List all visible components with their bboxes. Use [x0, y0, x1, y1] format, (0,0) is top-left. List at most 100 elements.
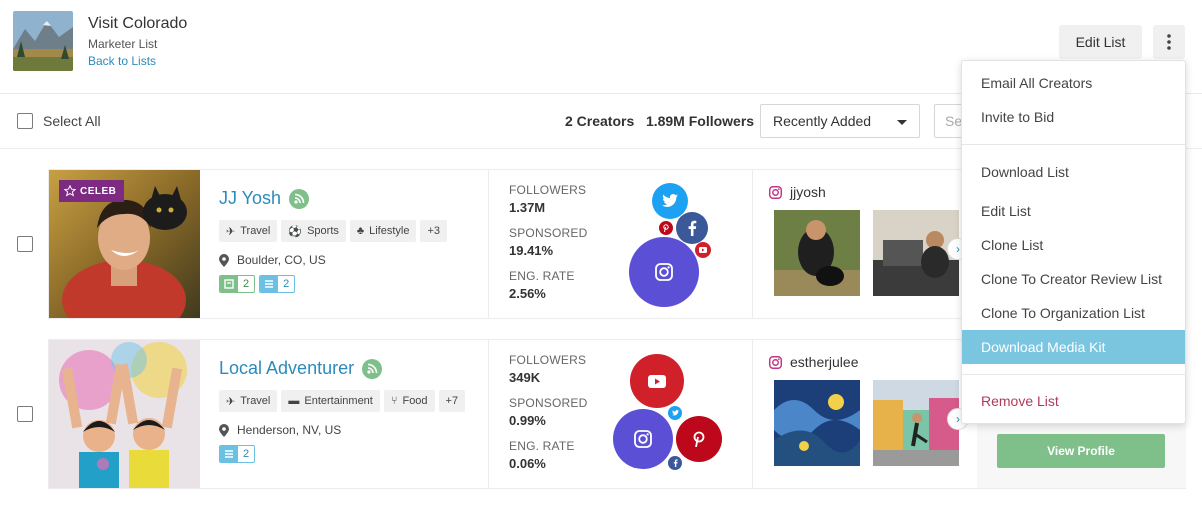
tag-lifestyle[interactable]: ♣ Lifestyle: [349, 220, 417, 242]
eng-rate-label: ENG. RATE: [509, 269, 575, 283]
star-icon: [64, 185, 76, 197]
select-all-checkbox[interactable]: [17, 113, 33, 129]
youtube-icon[interactable]: [630, 354, 684, 408]
creator-list-counts: 2 2: [219, 275, 296, 293]
chevron-right-icon: ›: [956, 412, 960, 426]
creator-name-link[interactable]: JJ Yosh: [219, 188, 282, 208]
menu-item-invite-to-bid[interactable]: Invite to Bid: [981, 109, 1055, 125]
facebook-icon[interactable]: [676, 212, 708, 244]
platform-bubbles: [609, 340, 729, 488]
tag-more[interactable]: +7: [438, 390, 466, 412]
airplane-icon: ✈: [226, 395, 236, 408]
instagram-post[interactable]: [774, 210, 860, 296]
creator-location: Henderson, NV, US: [219, 423, 341, 437]
instagram-post[interactable]: [873, 210, 959, 296]
instagram-icon[interactable]: [629, 237, 699, 307]
twitter-icon[interactable]: [652, 183, 688, 219]
airplane-icon: ✈: [226, 225, 236, 238]
edit-list-button[interactable]: Edit List: [1059, 25, 1142, 59]
fork-knife-icon: ⑂: [390, 395, 398, 407]
blog-icon: [362, 358, 383, 379]
sponsored-label: SPONSORED: [509, 226, 588, 240]
card-divider: [752, 170, 753, 318]
eng-rate-label: ENG. RATE: [509, 439, 575, 453]
list-icon: [220, 446, 238, 462]
creator-checkbox[interactable]: [17, 406, 33, 422]
creator-metrics: FOLLOWERS 349K SPONSORED 0.99% ENG. RATE…: [509, 353, 587, 482]
followers-label: FOLLOWERS: [509, 183, 587, 197]
menu-item-clone-to-organization-list[interactable]: Clone To Organization List: [981, 305, 1145, 321]
list-thumbnail: [13, 11, 73, 71]
twitter-icon[interactable]: [668, 406, 682, 420]
list-header: Visit Colorado Marketer List Back to Lis…: [0, 0, 1202, 94]
tag-travel[interactable]: ✈ Travel: [219, 220, 278, 242]
menu-item-clone-to-creator-review-list[interactable]: Clone To Creator Review List: [981, 271, 1163, 287]
list-stats: 2 Creators 1.89M Followers: [565, 113, 754, 129]
sponsored-label: SPONSORED: [509, 396, 588, 410]
card-divider: [488, 170, 489, 318]
sort-dropdown[interactable]: Recently Added: [760, 104, 920, 138]
followers-total: 1.89M Followers: [645, 113, 755, 129]
campaign-count-badge[interactable]: 2: [219, 275, 256, 293]
pinterest-icon[interactable]: [659, 221, 673, 235]
tv-icon: ▬: [288, 395, 300, 407]
sort-selected-value: Recently Added: [773, 113, 872, 129]
list-count-badge[interactable]: 2: [259, 275, 296, 293]
instagram-icon: [769, 185, 782, 199]
youtube-icon[interactable]: [695, 242, 711, 258]
creators-count: 2 Creators: [565, 113, 635, 129]
more-options-button[interactable]: [1153, 25, 1185, 59]
creator-name-row: Local Adventurer: [219, 358, 383, 379]
followers-label: FOLLOWERS: [509, 353, 587, 367]
card-divider: [488, 340, 489, 488]
creator-avatar[interactable]: CELEB: [49, 170, 200, 318]
creator-avatar[interactable]: [49, 340, 200, 488]
followers-value: 349K: [509, 370, 541, 385]
instagram-post[interactable]: [873, 380, 959, 466]
tag-more[interactable]: +3: [420, 220, 447, 242]
map-pin-icon: [219, 253, 229, 267]
creator-location: Boulder, CO, US: [219, 253, 326, 267]
instagram-icon: [769, 355, 782, 369]
lifestyle-icon: ♣: [356, 225, 365, 237]
view-profile-button[interactable]: View Profile: [997, 434, 1165, 468]
menu-item-download-list[interactable]: Download List: [981, 164, 1069, 180]
menu-item-download-media-kit[interactable]: Download Media Kit: [962, 330, 1185, 364]
soccer-ball-icon: ⚽: [288, 225, 303, 238]
instagram-post[interactable]: [774, 380, 860, 466]
sponsored-value: 19.41%: [509, 243, 554, 258]
tag-food[interactable]: ⑂ Food: [383, 390, 435, 412]
menu-item-remove-list[interactable]: Remove List: [981, 393, 1059, 409]
tag-entertainment[interactable]: ▬ Entertainment: [281, 390, 380, 412]
instagram-handle[interactable]: jjyosh: [769, 184, 826, 200]
chevron-down-icon: [897, 120, 907, 125]
celeb-badge: CELEB: [59, 180, 125, 202]
eng-rate-value: 2.56%: [509, 286, 546, 301]
map-pin-icon: [219, 423, 229, 437]
list-options-menu: Email All Creators Invite to Bid Downloa…: [961, 60, 1186, 424]
creator-tags: ✈ Travel ▬ Entertainment ⑂ Food +7: [219, 390, 466, 412]
celeb-label: CELEB: [80, 185, 117, 197]
creator-list-counts: 2: [219, 445, 256, 463]
menu-item-clone-list[interactable]: Clone List: [981, 237, 1044, 253]
creator-checkbox[interactable]: [17, 236, 33, 252]
facebook-icon[interactable]: [668, 456, 682, 470]
pinterest-icon[interactable]: [676, 416, 722, 462]
instagram-icon[interactable]: [613, 409, 673, 469]
list-count-badge[interactable]: 2: [219, 445, 256, 463]
creator-name-link[interactable]: Local Adventurer: [219, 358, 355, 378]
card-divider: [752, 340, 753, 488]
creator-name-row: JJ Yosh: [219, 188, 310, 209]
tag-travel[interactable]: ✈ Travel: [219, 390, 278, 412]
list-title: Visit Colorado: [88, 15, 188, 32]
back-to-lists-link[interactable]: Back to Lists: [88, 54, 157, 68]
menu-item-edit-list[interactable]: Edit List: [981, 203, 1031, 219]
eng-rate-value: 0.06%: [509, 456, 546, 471]
note-icon: [220, 276, 238, 292]
creator-tags: ✈ Travel ⚽ Sports ♣ Lifestyle +3: [219, 220, 447, 242]
list-type: Marketer List: [88, 37, 158, 51]
instagram-handle[interactable]: estherjulee: [769, 354, 859, 370]
tag-sports[interactable]: ⚽ Sports: [281, 220, 346, 242]
vertical-dots-icon: [1167, 34, 1171, 50]
menu-item-email-all-creators[interactable]: Email All Creators: [981, 75, 1093, 91]
